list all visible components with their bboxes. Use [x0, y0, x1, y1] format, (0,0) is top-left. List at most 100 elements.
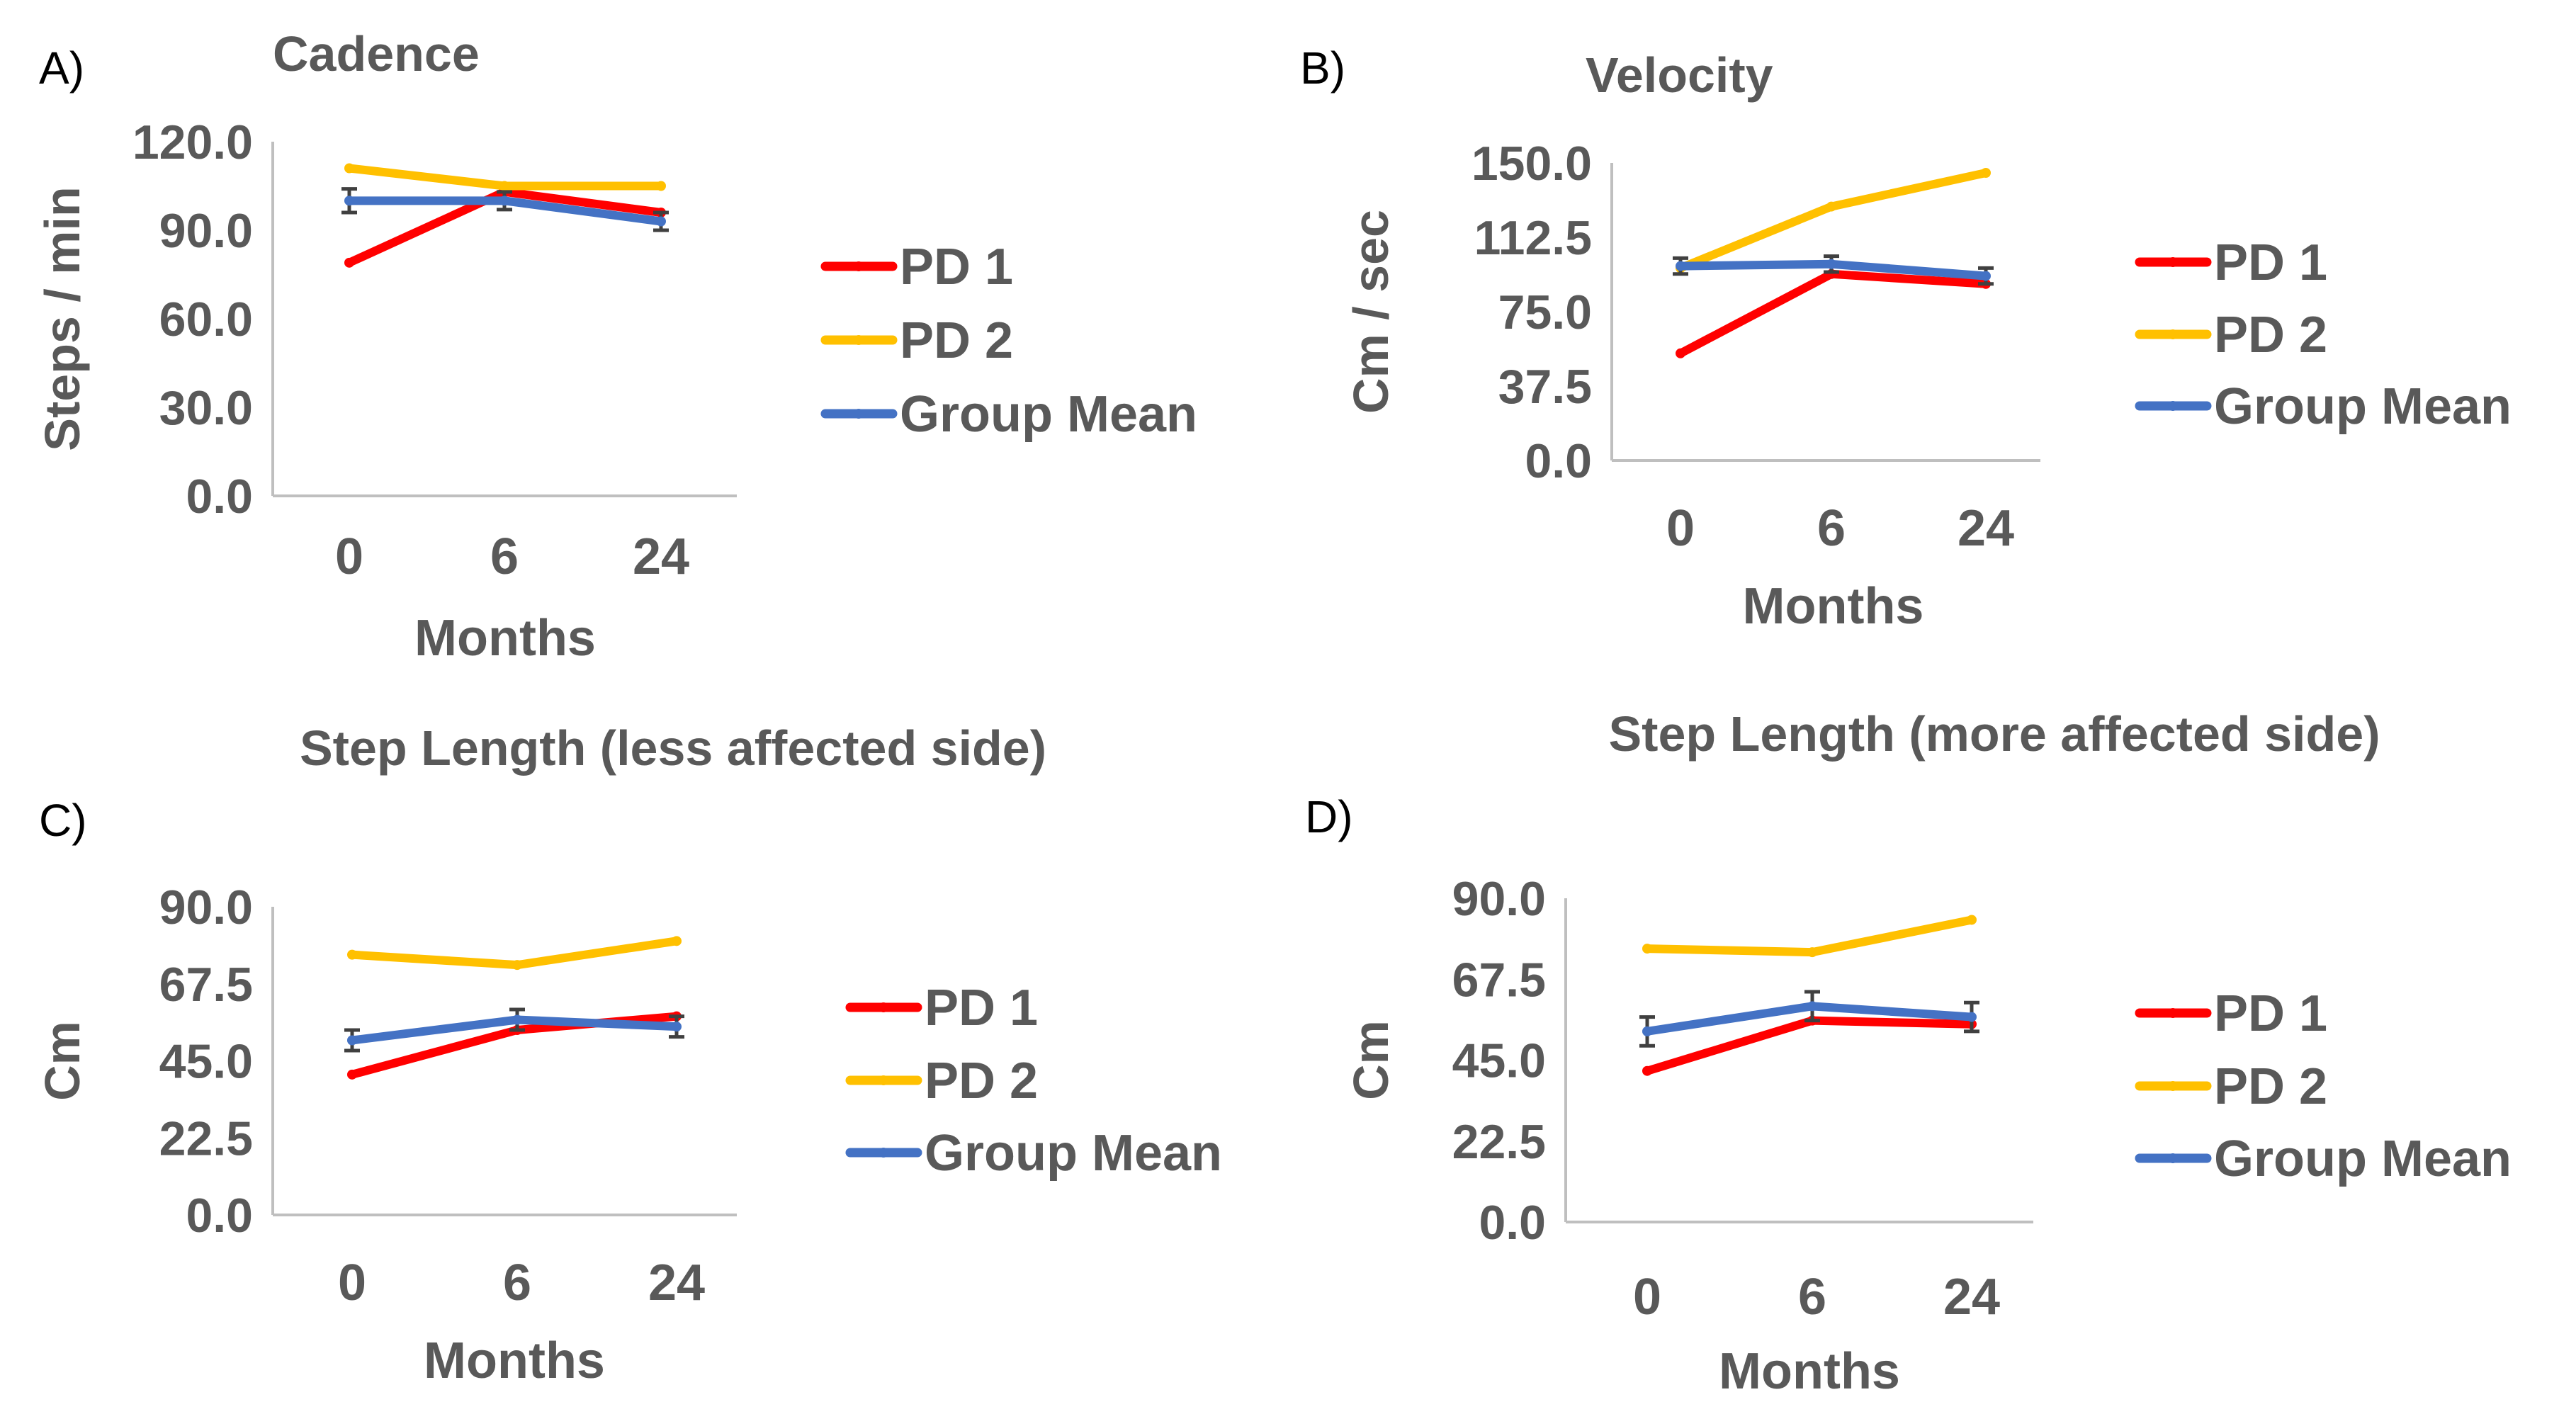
legend-label-pd-2: PD 2	[900, 312, 1013, 369]
x-axis-title: Months	[1719, 1343, 1900, 1400]
data-point	[347, 1069, 357, 1080]
legend-label-group-mean: Group Mean	[2214, 378, 2512, 435]
data-point	[1642, 1065, 1652, 1076]
x-tick-label: 6	[503, 1255, 531, 1311]
data-point	[1676, 261, 1685, 271]
x-tick-label: 6	[490, 528, 519, 585]
y-tick-label: 0.0	[186, 470, 253, 524]
y-tick-label: 90.0	[1452, 872, 1546, 926]
x-tick-label: 24	[1943, 1269, 2000, 1325]
panel-label: C)	[39, 795, 87, 846]
y-tick-label: 30.0	[159, 381, 253, 435]
legend-label-group-mean: Group Mean	[2214, 1131, 2512, 1187]
legend-marker	[2168, 1081, 2178, 1091]
legend-marker	[2168, 1008, 2178, 1018]
legend-label-pd-1: PD 1	[2214, 234, 2327, 291]
y-axis-title: Cm	[35, 1021, 90, 1101]
y-tick-label: 150.0	[1471, 137, 1592, 191]
y-axis-title: Cm	[1343, 1020, 1399, 1100]
y-tick-label: 75.0	[1498, 285, 1592, 339]
legend-marker	[2168, 1153, 2178, 1163]
legend-marker	[854, 261, 864, 271]
legend-marker	[879, 1002, 888, 1012]
chart-title: Step Length (less affected side)	[300, 720, 1046, 776]
data-point	[656, 216, 666, 227]
panel-label: A)	[39, 43, 84, 94]
y-axis-title: Cm / sec	[1343, 210, 1399, 414]
data-point	[344, 196, 354, 206]
data-point	[499, 181, 509, 191]
legend-marker	[2168, 257, 2178, 267]
y-tick-label: 45.0	[159, 1035, 253, 1089]
y-tick-label: 67.5	[159, 958, 253, 1012]
data-point	[1807, 1001, 1817, 1012]
y-tick-label: 37.5	[1498, 360, 1592, 414]
y-axis-title: Steps / min	[35, 186, 90, 451]
x-tick-label: 24	[1958, 500, 2014, 557]
data-point	[672, 1022, 682, 1032]
y-tick-label: 120.0	[132, 115, 253, 169]
data-point	[1981, 168, 1991, 178]
y-tick-label: 90.0	[159, 204, 253, 258]
chart-panel-c: C) Step Length (less affected side) 0.0 22.…	[35, 720, 1222, 1389]
data-point	[1642, 944, 1652, 954]
chart-title: Step Length (more affected side)	[1608, 706, 2380, 762]
legend-marker	[2168, 401, 2178, 411]
x-tick-label: 0	[1666, 500, 1695, 557]
panel-label: B)	[1300, 43, 1345, 94]
data-point	[344, 163, 354, 174]
data-point	[1676, 348, 1685, 358]
y-tick-label: 0.0	[186, 1189, 253, 1243]
data-point	[1826, 259, 1836, 269]
legend-marker	[854, 335, 864, 345]
data-point	[1826, 201, 1836, 212]
legend-label-pd-2: PD 2	[2214, 307, 2327, 363]
legend-label-pd-2: PD 2	[925, 1053, 1038, 1109]
data-point	[344, 257, 354, 268]
legend-marker	[854, 409, 864, 419]
series-line-pd-2	[1676, 169, 1990, 273]
series-line-pd-1	[1676, 269, 1990, 358]
x-tick-label: 0	[338, 1255, 366, 1311]
y-tick-label: 67.5	[1452, 953, 1546, 1007]
chart-title: Cadence	[273, 26, 480, 81]
chart-title: Velocity	[1586, 47, 1773, 103]
data-point	[499, 196, 509, 206]
x-axis-title: Months	[414, 610, 596, 667]
x-tick-label: 0	[335, 528, 363, 585]
x-axis-title: Months	[424, 1333, 605, 1389]
data-point	[672, 936, 682, 946]
data-point	[1967, 915, 1977, 925]
legend-label-pd-2: PD 2	[2214, 1058, 2327, 1115]
y-tick-label: 90.0	[159, 881, 253, 934]
chart-panel-d: D) Step Length (more affected side) 0.0 22.…	[1305, 706, 2512, 1400]
panel-label: D)	[1305, 791, 1353, 842]
x-tick-label: 24	[633, 528, 689, 585]
legend-marker	[2168, 329, 2178, 339]
data-point	[512, 960, 522, 971]
data-point	[1981, 271, 1991, 281]
y-tick-label: 0.0	[1479, 1196, 1546, 1250]
y-tick-label: 0.0	[1525, 434, 1592, 488]
legend-marker	[879, 1148, 888, 1158]
x-tick-label: 6	[1798, 1269, 1826, 1325]
legend-label-pd-1: PD 1	[2214, 985, 2327, 1042]
data-point	[347, 1035, 357, 1046]
y-tick-label: 45.0	[1452, 1034, 1546, 1088]
data-point	[1807, 947, 1817, 958]
data-point	[347, 949, 357, 960]
legend-label-group-mean: Group Mean	[925, 1125, 1222, 1182]
y-tick-label: 22.5	[1452, 1115, 1546, 1169]
legend-marker	[879, 1075, 888, 1085]
x-tick-label: 6	[1817, 500, 1846, 557]
data-point	[1642, 1026, 1652, 1036]
y-tick-label: 60.0	[159, 293, 253, 346]
legend-label-pd-1: PD 1	[900, 239, 1013, 295]
x-tick-label: 24	[648, 1255, 705, 1311]
data-point	[512, 1014, 522, 1025]
data-point	[1967, 1012, 1977, 1022]
y-tick-label: 112.5	[1474, 211, 1592, 265]
legend-label-group-mean: Group Mean	[900, 386, 1197, 443]
x-axis-title: Months	[1743, 578, 1924, 635]
